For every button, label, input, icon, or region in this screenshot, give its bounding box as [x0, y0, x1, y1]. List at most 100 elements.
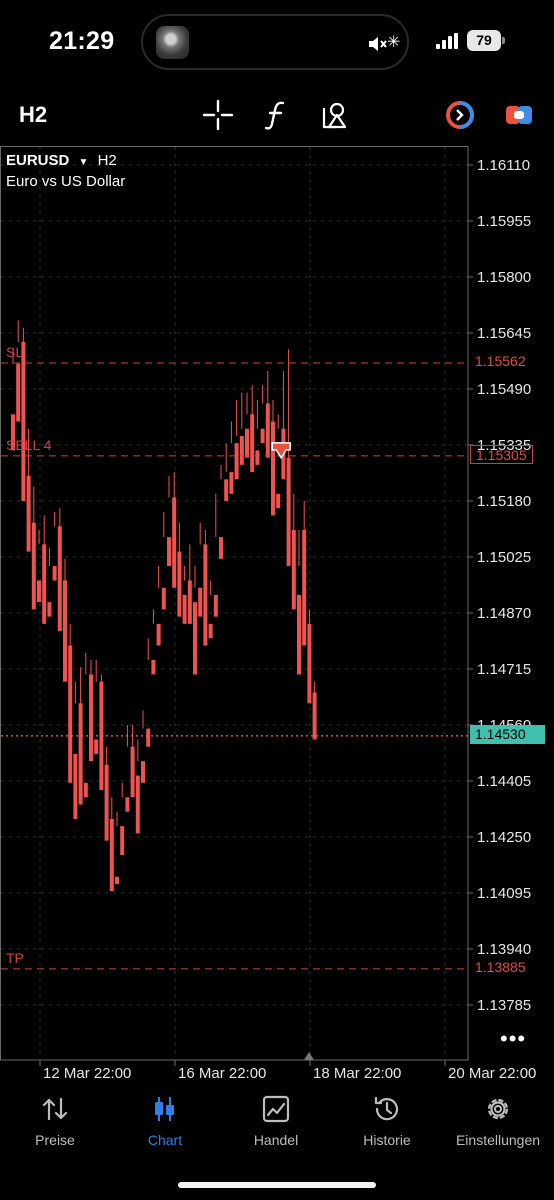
- status-bar: 21:29 ✳ 79: [0, 0, 554, 86]
- horizontal-lines: [1, 362, 468, 970]
- candle-body: [26, 475, 31, 552]
- y-tick-label: 1.14250: [477, 829, 531, 846]
- current-bar-marker: [304, 1052, 314, 1060]
- candle-body: [302, 529, 307, 646]
- candle-body: [182, 594, 187, 624]
- candle-body: [37, 580, 41, 603]
- candle-body: [47, 602, 52, 617]
- candle-body: [312, 692, 317, 740]
- chart-canvas[interactable]: 1.16110 1.15955 1.15800 1.15645 1.15490 1.153…: [0, 146, 554, 1090]
- candle-body: [193, 602, 197, 675]
- indicator-icon[interactable]: [260, 98, 294, 132]
- candle-body: [271, 421, 275, 516]
- y-tick-label: 1.15800: [477, 269, 531, 286]
- candle-body: [83, 782, 88, 798]
- candle-body: [104, 764, 109, 841]
- tab-label: Chart: [147, 1132, 183, 1148]
- sl-price-tag: 1.15562: [475, 353, 526, 369]
- candle-body: [115, 876, 119, 884]
- candle-body: [151, 659, 156, 675]
- y-tick-label: 1.15955: [477, 213, 531, 230]
- candle-body: [239, 435, 244, 465]
- y-tick-label: 1.14715: [477, 661, 531, 678]
- candle-body: [167, 537, 171, 567]
- tab-chart[interactable]: Chart: [110, 1094, 220, 1154]
- y-tick-label: 1.15490: [477, 381, 531, 398]
- symbol-name: EURUSD: [6, 152, 70, 169]
- candle-body: [219, 537, 223, 559]
- trade-chart-icon: [262, 1095, 290, 1123]
- candle-body: [172, 497, 177, 588]
- symbol-timeframe: H2: [97, 152, 117, 169]
- x-tick-label: 16 Mar 22:00: [178, 1065, 266, 1082]
- symbol-description: Euro vs US Dollar: [6, 173, 126, 190]
- crosshair-icon[interactable]: [201, 98, 235, 132]
- account-icon[interactable]: [502, 98, 536, 132]
- candle-body: [276, 493, 281, 509]
- objects-icon[interactable]: [318, 98, 352, 132]
- candle-body: [208, 623, 213, 639]
- candle-body: [94, 739, 99, 754]
- price-axis: 1.16110 1.15955 1.15800 1.15645 1.15490 1.153…: [39, 157, 536, 1082]
- candle-body: [161, 587, 166, 610]
- candle-body: [234, 443, 239, 480]
- candle-body: [224, 479, 229, 501]
- candle-body: [11, 414, 15, 451]
- candle-body: [63, 580, 67, 682]
- tab-einstellungen[interactable]: Einstellungen: [443, 1094, 553, 1154]
- candle-body: [73, 753, 78, 819]
- candle-body: [286, 457, 291, 567]
- tab-preise[interactable]: Preise: [0, 1094, 110, 1154]
- y-tick-label: 1.15645: [477, 325, 531, 342]
- candle-body: [156, 623, 161, 646]
- arrows-up-down-icon: [42, 1097, 68, 1121]
- y-tick-label: 1.14095: [477, 885, 531, 902]
- candle-body: [245, 428, 249, 458]
- candle-body: [57, 526, 62, 632]
- more-options-icon[interactable]: •••: [500, 1026, 527, 1051]
- candle-body: [203, 544, 208, 646]
- candle-body: [21, 342, 26, 501]
- y-tick-label: 1.14405: [477, 773, 531, 790]
- price-chart[interactable]: 1.16110 1.15955 1.15800 1.15645 1.15490 1.153…: [0, 146, 554, 1090]
- gear-icon: [487, 1098, 509, 1120]
- battery-tip: [502, 37, 505, 44]
- candlestick-icon: [155, 1097, 174, 1121]
- chart-frame: [0, 146, 469, 1061]
- x-tick-label: 20 Mar 22:00: [448, 1065, 536, 1082]
- candle-body: [125, 797, 130, 812]
- timeframe-button[interactable]: H2: [19, 102, 48, 127]
- bluetooth-icon: ✳: [387, 34, 401, 51]
- dynamic-island[interactable]: ✳: [141, 14, 409, 70]
- sell-order-label[interactable]: SELL 4: [6, 437, 52, 453]
- candle-body: [89, 674, 93, 762]
- chevron-down-icon: ▼: [78, 157, 89, 168]
- mute-icon: [369, 37, 387, 51]
- candle-body: [291, 529, 296, 610]
- status-time: 21:29: [49, 27, 115, 55]
- trade-icon[interactable]: [443, 98, 477, 132]
- history-icon: [374, 1096, 399, 1121]
- tp-label: TP: [6, 950, 24, 966]
- sell-arrow-icon: [271, 442, 291, 460]
- candle-body: [42, 544, 47, 624]
- candle-body: [198, 587, 203, 617]
- current-price-tag: 1.14530: [470, 725, 545, 744]
- candle-body: [135, 775, 140, 834]
- signal-icon: [436, 33, 458, 49]
- battery-icon: 79: [467, 30, 501, 51]
- home-indicator[interactable]: [178, 1182, 376, 1188]
- x-tick-label: 18 Mar 22:00: [313, 1065, 401, 1082]
- symbol-selector[interactable]: EURUSD ▼ H2: [6, 152, 117, 169]
- candle-body: [250, 414, 255, 473]
- tab-label: Historie: [363, 1132, 411, 1148]
- tab-bar: Preise Chart Handel Historie Einstellung…: [0, 1090, 554, 1200]
- tab-handel[interactable]: Handel: [221, 1094, 331, 1154]
- candle-body: [141, 761, 145, 783]
- tab-historie[interactable]: Historie: [332, 1094, 442, 1154]
- y-tick-label: 1.13940: [477, 941, 531, 958]
- candle-body: [187, 580, 192, 624]
- avatar-thumbnail: [156, 26, 189, 59]
- tab-label: Einstellungen: [455, 1132, 541, 1148]
- candle-body: [265, 403, 270, 458]
